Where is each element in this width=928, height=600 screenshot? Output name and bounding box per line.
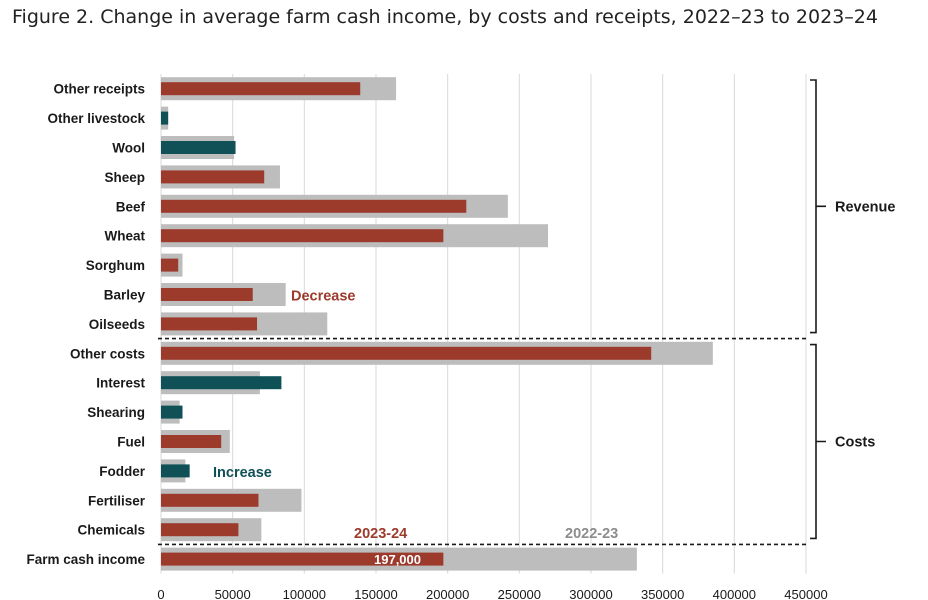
x-tick-label: 0: [157, 587, 164, 600]
increase-annotation: Increase: [213, 465, 272, 481]
category-label-fertiliser: Fertiliser: [88, 493, 146, 508]
bar-2023-24-wheat: [161, 229, 444, 243]
x-tick-label: 150000: [354, 587, 397, 600]
bar-2023-24-other-receipts: [161, 82, 361, 96]
x-tick-label: 250000: [498, 587, 541, 600]
legend-2023-24-label: 2023-24: [354, 526, 407, 542]
legend-2022-23-label: 2022-23: [565, 526, 618, 542]
bar-2023-24-fodder: [161, 464, 190, 478]
x-tick-label: 100000: [283, 587, 326, 600]
farm-cash-income-data-label: 197,000: [374, 552, 421, 567]
category-label-sorghum: Sorghum: [86, 258, 145, 273]
bar-2023-24-farm-cash-income: [161, 552, 444, 566]
bar-2023-24-beef: [161, 199, 467, 213]
bracket-costs: [810, 343, 826, 540]
x-tick-label: 450000: [784, 587, 827, 600]
category-label-farm-cash-income: Farm cash income: [26, 552, 145, 567]
x-tick-label: 200000: [426, 587, 469, 600]
category-label-other-livestock: Other livestock: [47, 111, 145, 126]
bar-2023-24-sorghum: [161, 258, 179, 272]
bar-2023-24-barley: [161, 288, 253, 301]
bar-2023-24-chemicals: [161, 523, 239, 537]
chart-title: Figure 2. Change in average farm cash in…: [12, 6, 878, 28]
bar-2023-24-other-livestock: [161, 111, 169, 125]
group-label-revenue: Revenue: [835, 199, 895, 215]
group-label-costs: Costs: [835, 435, 875, 451]
bar-2023-24-other-costs: [161, 346, 652, 360]
category-label-interest: Interest: [96, 376, 145, 391]
x-tick-label: 400000: [713, 587, 756, 600]
category-label-other-costs: Other costs: [70, 346, 145, 361]
x-tick-labels: 0 50000 100000 150000 200000 250000 300000 3500…: [157, 587, 827, 600]
category-label-barley: Barley: [104, 288, 146, 303]
category-label-beef: Beef: [116, 199, 146, 214]
bracket-revenue: [810, 79, 826, 334]
category-label-sheep: Sheep: [104, 170, 145, 185]
decrease-annotation: Decrease: [291, 289, 356, 305]
bar-2023-24-fuel: [161, 435, 222, 448]
x-tick-label: 300000: [569, 587, 612, 600]
bars: [161, 77, 713, 571]
bar-2023-24-oilseeds: [161, 317, 258, 331]
bar-2023-24-shearing: [161, 405, 183, 419]
bar-2023-24-fertiliser: [161, 493, 259, 507]
bar-2023-24-sheep: [161, 170, 265, 184]
bar-2023-24-interest: [161, 376, 282, 390]
bar-2023-24-wool: [161, 141, 236, 154]
category-label-shearing: Shearing: [87, 405, 145, 420]
category-label-oilseeds: Oilseeds: [89, 317, 145, 332]
section-dividers: [158, 337, 808, 546]
x-tick-label: 50000: [215, 587, 251, 600]
x-tick-label: 350000: [641, 587, 684, 600]
category-label-chemicals: Chemicals: [77, 523, 145, 538]
category-label-other-receipts: Other receipts: [53, 82, 145, 97]
category-label-wool: Wool: [112, 141, 145, 156]
category-label-fodder: Fodder: [99, 464, 145, 479]
category-labels: Other receipts Other livestock Wool Sheep Be…: [26, 82, 145, 567]
category-label-fuel: Fuel: [117, 435, 145, 450]
category-label-wheat: Wheat: [105, 229, 146, 244]
group-brackets: Revenue Costs: [810, 79, 895, 540]
